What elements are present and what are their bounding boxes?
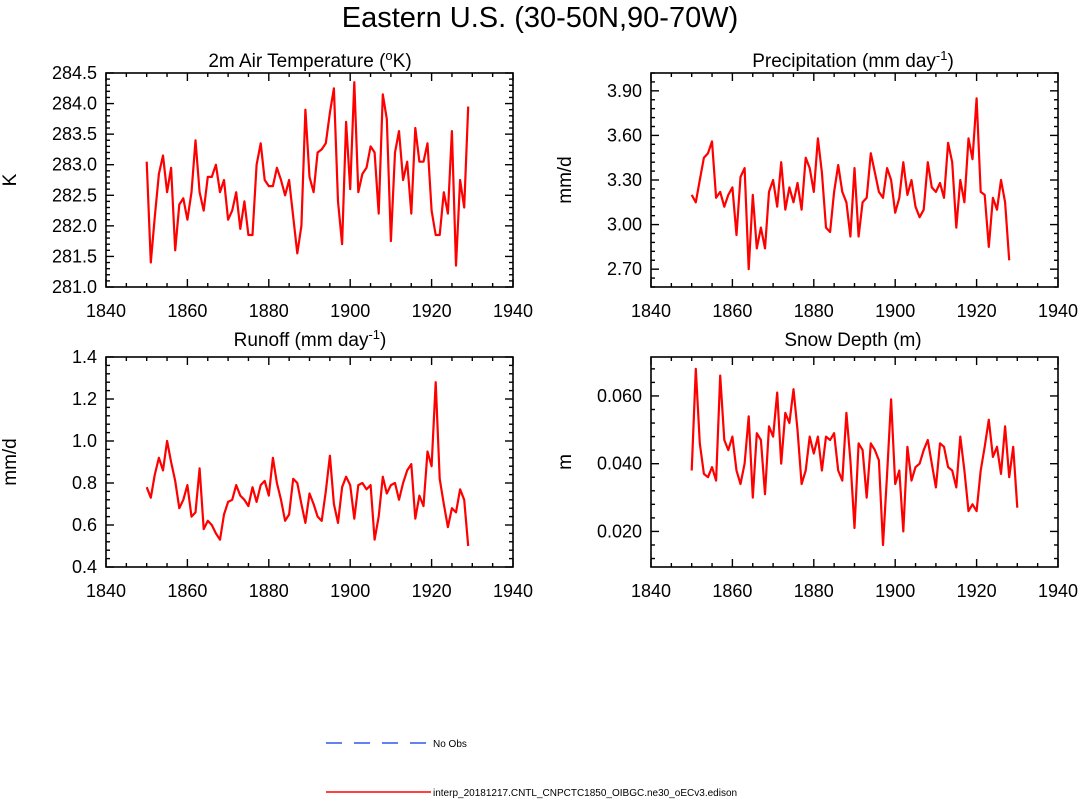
y-axis-label: mm/d: [555, 156, 576, 204]
y-tick-label: 0.6: [72, 515, 97, 535]
x-tick-label: 1860: [712, 581, 752, 601]
panel-title: Runoff (mm day-1): [234, 327, 387, 351]
x-tick-label: 1880: [249, 581, 289, 601]
y-tick-label: 281.5: [52, 246, 97, 266]
series-line-runoff: [145, 381, 470, 547]
y-axis-label: K: [0, 173, 21, 186]
y-tick-label: 0.060: [597, 386, 642, 406]
y-tick-label: 281.0: [52, 277, 97, 297]
series-line-snow-depth: [690, 367, 1019, 547]
y-tick-label: 0.4: [72, 557, 97, 577]
x-tick-label: 1920: [412, 301, 452, 321]
x-tick-label: 1940: [1038, 581, 1078, 601]
panel-precipitation: Precipitation (mm day-1) 1840 1860 1880 190…: [555, 48, 1078, 321]
y-tick-label: 0.040: [597, 454, 642, 474]
y-tick-label: 0.020: [597, 521, 642, 541]
figure-title: Eastern U.S. (30-50N,90-70W): [342, 2, 738, 34]
x-tick-label: 1900: [875, 301, 915, 321]
y-tick-label: 284.0: [52, 94, 97, 114]
y-tick-label: 3.30: [607, 170, 642, 190]
legend-model-label: interp_20181217.CNTL_CNPCTC1850_OIBGC.ne…: [433, 788, 737, 799]
y-axis-label: mm/d: [0, 438, 21, 486]
x-tick-label: 1940: [493, 581, 533, 601]
x-tick-label: 1940: [1038, 301, 1078, 321]
x-tick-label: 1840: [631, 581, 671, 601]
x-tick-label: 1880: [249, 301, 289, 321]
y-tick-label: 282.5: [52, 185, 97, 205]
legend-obs-label: No Obs: [433, 739, 467, 750]
x-tick-label: 1920: [412, 581, 452, 601]
y-tick-label: 283.0: [52, 155, 97, 175]
panel-snow-depth: Snow Depth (m) 1840 1860 1880 1900 1920 1940 0…: [555, 330, 1078, 601]
series-line-air-temperature: [145, 81, 470, 267]
x-tick-label: 1940: [493, 301, 533, 321]
x-tick-label: 1880: [794, 301, 834, 321]
legend: No Obs interp_20181217.CNTL_CNPCTC1850_O…: [326, 739, 737, 799]
x-tick-label: 1920: [957, 301, 997, 321]
x-tick-label: 1920: [957, 581, 997, 601]
y-tick-label: 3.60: [607, 125, 642, 145]
x-tick-label: 1880: [794, 581, 834, 601]
series-line-precipitation: [690, 97, 1011, 271]
x-tick-label: 1860: [712, 301, 752, 321]
y-tick-label: 0.8: [72, 473, 97, 493]
panel-runoff: Runoff (mm day-1) 1840 1860 1880 1900 1920 19…: [0, 327, 533, 601]
panel-title: Snow Depth (m): [784, 330, 921, 351]
y-tick-label: 282.0: [52, 216, 97, 236]
y-tick-label: 3.00: [607, 215, 642, 235]
y-tick-label: 284.5: [52, 63, 97, 83]
y-tick-label: 3.90: [607, 81, 642, 101]
panel-title: Precipitation (mm day-1): [752, 48, 954, 72]
x-tick-label: 1860: [167, 581, 207, 601]
x-tick-label: 1840: [86, 301, 126, 321]
y-tick-label: 1.2: [72, 389, 97, 409]
panel-title: 2m Air Temperature (oK): [208, 48, 411, 72]
x-tick-label: 1900: [330, 301, 370, 321]
plot-frame: [650, 356, 1059, 568]
y-tick-label: 2.70: [607, 259, 642, 279]
y-axis-label: m: [555, 454, 576, 470]
y-tick-label: 1.4: [72, 347, 97, 367]
x-tick-label: 1840: [86, 581, 126, 601]
x-tick-label: 1900: [875, 581, 915, 601]
plot-frame: [105, 356, 514, 568]
x-tick-label: 1900: [330, 581, 370, 601]
y-tick-label: 1.0: [72, 431, 97, 451]
panel-air-temperature: 2m Air Temperature (oK) 1840 1860 1880 1900…: [0, 48, 533, 321]
x-tick-label: 1840: [631, 301, 671, 321]
x-tick-label: 1860: [167, 301, 207, 321]
y-tick-label: 283.5: [52, 124, 97, 144]
